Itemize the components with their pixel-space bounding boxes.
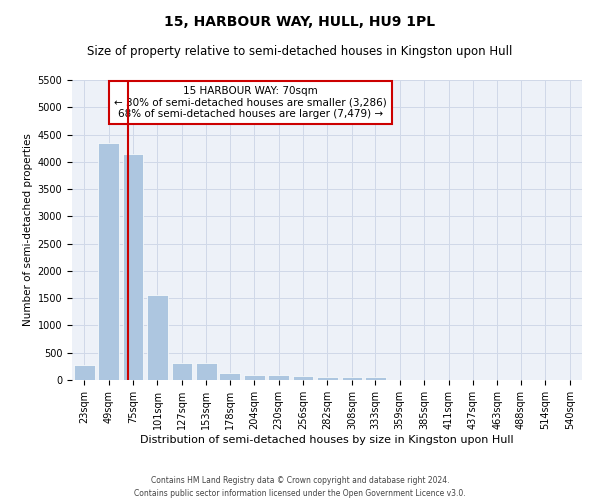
X-axis label: Distribution of semi-detached houses by size in Kingston upon Hull: Distribution of semi-detached houses by … bbox=[140, 434, 514, 444]
Text: Size of property relative to semi-detached houses in Kingston upon Hull: Size of property relative to semi-detach… bbox=[88, 45, 512, 58]
Bar bbox=[317, 376, 338, 380]
Bar bbox=[123, 154, 143, 380]
Bar bbox=[98, 142, 119, 380]
Bar bbox=[172, 362, 192, 380]
Y-axis label: Number of semi-detached properties: Number of semi-detached properties bbox=[23, 134, 34, 326]
Bar bbox=[365, 378, 386, 380]
Bar bbox=[196, 362, 217, 380]
Bar bbox=[293, 376, 313, 380]
Text: 15, HARBOUR WAY, HULL, HU9 1PL: 15, HARBOUR WAY, HULL, HU9 1PL bbox=[164, 15, 436, 29]
Bar bbox=[341, 376, 362, 380]
Bar bbox=[74, 366, 95, 380]
Bar bbox=[147, 296, 168, 380]
Text: Contains HM Land Registry data © Crown copyright and database right 2024.
Contai: Contains HM Land Registry data © Crown c… bbox=[134, 476, 466, 498]
Bar bbox=[244, 374, 265, 380]
Bar bbox=[220, 373, 240, 380]
Bar bbox=[268, 376, 289, 380]
Text: 15 HARBOUR WAY: 70sqm
← 30% of semi-detached houses are smaller (3,286)
68% of s: 15 HARBOUR WAY: 70sqm ← 30% of semi-deta… bbox=[114, 86, 387, 119]
